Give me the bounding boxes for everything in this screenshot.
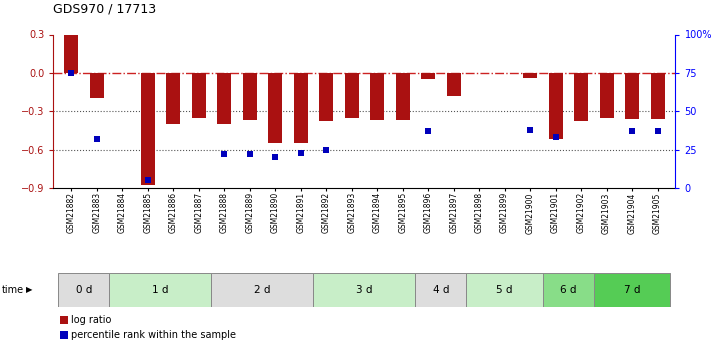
Bar <box>294 73 308 143</box>
Bar <box>109 273 211 307</box>
Bar <box>58 273 109 307</box>
Bar <box>415 273 466 307</box>
Text: 4 d: 4 d <box>432 285 449 295</box>
Bar <box>549 73 562 139</box>
Text: 3 d: 3 d <box>356 285 373 295</box>
Bar <box>543 273 594 307</box>
Text: 2 d: 2 d <box>254 285 271 295</box>
Bar <box>192 73 205 118</box>
Text: GDS970 / 17713: GDS970 / 17713 <box>53 2 156 16</box>
Bar <box>64 34 78 73</box>
Bar <box>594 273 670 307</box>
Bar <box>625 73 639 119</box>
Text: time: time <box>1 285 23 295</box>
Bar <box>574 73 588 121</box>
Bar <box>651 73 665 119</box>
Bar <box>141 73 155 186</box>
Text: percentile rank within the sample: percentile rank within the sample <box>71 330 236 340</box>
Bar <box>60 331 68 339</box>
Bar <box>345 73 358 118</box>
Text: 1 d: 1 d <box>152 285 169 295</box>
Text: ▶: ▶ <box>26 285 32 294</box>
Bar <box>242 73 257 120</box>
Text: log ratio: log ratio <box>71 315 112 325</box>
Bar <box>211 273 314 307</box>
Bar <box>395 73 410 120</box>
Bar <box>90 73 104 98</box>
Bar <box>447 73 461 96</box>
Bar <box>166 73 180 124</box>
Text: 5 d: 5 d <box>496 285 513 295</box>
Bar <box>370 73 384 120</box>
Bar <box>319 73 333 121</box>
Text: 0 d: 0 d <box>76 285 92 295</box>
Text: 6 d: 6 d <box>560 285 577 295</box>
Bar <box>421 73 435 79</box>
Bar <box>314 273 415 307</box>
Text: 7 d: 7 d <box>624 285 641 295</box>
Bar <box>217 73 231 124</box>
Bar <box>599 73 614 118</box>
Bar <box>523 73 537 78</box>
Bar <box>268 73 282 143</box>
Bar <box>60 316 68 324</box>
Bar <box>466 273 543 307</box>
